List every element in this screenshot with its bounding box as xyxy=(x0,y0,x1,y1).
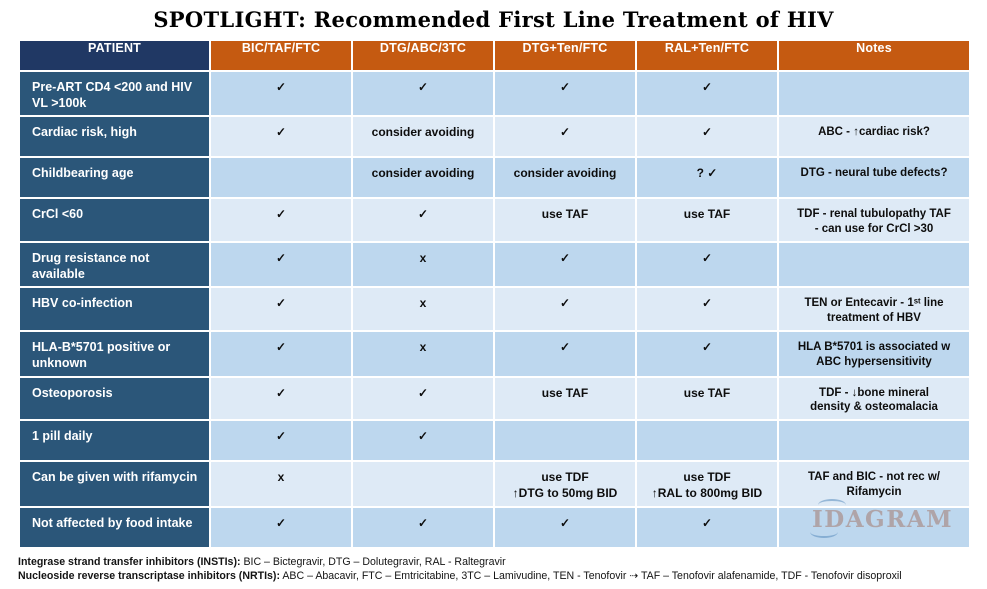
patient-label: Osteoporosis xyxy=(18,375,211,422)
column-header-ral-ten-ftc: RAL+Ten/FTC xyxy=(635,39,779,72)
notes-cell: TDF - ↓bone mineral density & osteomalac… xyxy=(777,375,971,422)
regimen-cell: use TAF xyxy=(493,197,637,244)
regimen-cell: ✓ xyxy=(209,505,353,549)
patient-label: 1 pill daily xyxy=(18,419,211,463)
regimen-cell: ✓ xyxy=(635,286,779,333)
regimen-cell: ✓ xyxy=(209,286,353,333)
regimen-cell: ✓ xyxy=(209,419,353,463)
notes-cell xyxy=(777,241,971,289)
patient-label: Drug resistance not available xyxy=(18,241,211,289)
regimen-cell: ✓ xyxy=(209,197,353,244)
regimen-cell: ✓ xyxy=(351,505,495,549)
regimen-cell: use TDF ↑DTG to 50mg BID xyxy=(493,460,637,508)
regimen-cell xyxy=(209,156,353,200)
treatment-table: PATIENT BIC/TAF/FTC DTG/ABC/3TC DTG+Ten/FTC… xyxy=(18,39,971,549)
patient-label: Cardiac risk, high xyxy=(18,115,211,159)
column-header-patient: PATIENT xyxy=(18,39,211,72)
regimen-cell: ✓ xyxy=(635,69,779,118)
regimen-cell: ✓ xyxy=(635,241,779,289)
footnote-instis-label: Integrase strand transfer inhibitors (IN… xyxy=(18,555,241,568)
regimen-cell xyxy=(493,419,637,463)
patient-label: Can be given with rifamycin xyxy=(18,460,211,508)
table-row: Cardiac risk, high ✓ consider avoiding ✓ ✓ AB… xyxy=(18,115,971,159)
column-header-bic-taf-ftc: BIC/TAF/FTC xyxy=(209,39,353,72)
regimen-cell xyxy=(635,419,779,463)
table-row: Not affected by food intake ✓ ✓ ✓ ✓ xyxy=(18,505,971,549)
notes-cell: DTG - neural tube defects? xyxy=(777,156,971,200)
regimen-cell: ✓ xyxy=(635,505,779,549)
regimen-cell: use TAF xyxy=(635,197,779,244)
regimen-cell: ✓ xyxy=(493,330,637,378)
notes-cell: TEN or Entecavir - 1ˢᵗ line treatment of… xyxy=(777,286,971,333)
regimen-cell: x xyxy=(351,241,495,289)
regimen-cell: ✓ xyxy=(493,505,637,549)
regimen-cell: x xyxy=(351,330,495,378)
patient-label: CrCl <60 xyxy=(18,197,211,244)
notes-cell: HLA B*5701 is associated w ABC hypersens… xyxy=(777,330,971,378)
regimen-cell: ✓ xyxy=(351,419,495,463)
regimen-cell: ✓ xyxy=(493,241,637,289)
regimen-cell: ✓ xyxy=(493,115,637,159)
table-row: 1 pill daily ✓ ✓ xyxy=(18,419,971,463)
regimen-cell: ✓ xyxy=(209,69,353,118)
regimen-cell: x xyxy=(351,286,495,333)
table-row: Can be given with rifamycin x use TDF ↑DTG… xyxy=(18,460,971,508)
watermark-arc-top-icon xyxy=(818,499,846,511)
patient-label: Childbearing age xyxy=(18,156,211,200)
regimen-cell: use TDF ↑RAL to 800mg BID xyxy=(635,460,779,508)
notes-cell xyxy=(777,505,971,549)
notes-cell xyxy=(777,69,971,118)
column-header-dtg-abc-3tc: DTG/ABC/3TC xyxy=(351,39,495,72)
regimen-cell: ✓ xyxy=(209,241,353,289)
regimen-cell: ✓ xyxy=(493,69,637,118)
notes-cell: TAF and BIC - not rec w/ Rifamycin xyxy=(777,460,971,508)
regimen-cell: ✓ xyxy=(493,286,637,333)
footnote-instis-text: BIC – Bictegravir, DTG – Dolutegravir, R… xyxy=(240,555,506,568)
regimen-cell: x xyxy=(209,460,353,508)
idagram-watermark-logo: IDAGRAM xyxy=(810,499,953,538)
footnote-instis: Integrase strand transfer inhibitors (IN… xyxy=(18,555,969,570)
table-row: Childbearing age consider avoiding conside… xyxy=(18,156,971,200)
regimen-cell: use TAF xyxy=(635,375,779,422)
table-row: HBV co-infection ✓ x ✓ ✓ TEN or Entecavir - 1… xyxy=(18,286,971,333)
regimen-cell: consider avoiding xyxy=(493,156,637,200)
page-title: SPOTLIGHT: Recommended First Line Treatm… xyxy=(153,7,834,32)
regimen-cell: ✓ xyxy=(351,69,495,118)
regimen-cell: ✓ xyxy=(209,330,353,378)
regimen-cell: ✓ xyxy=(635,115,779,159)
regimen-cell: ? ✓ xyxy=(635,156,779,200)
table-row: Pre-ART CD4 <200 and HIV VL >100k ✓ ✓ ✓ ✓ xyxy=(18,69,971,118)
regimen-cell: ✓ xyxy=(351,197,495,244)
regimen-cell: ✓ xyxy=(209,115,353,159)
table-row: HLA-B*5701 positive or unknown ✓ x ✓ ✓ HLA B*… xyxy=(18,330,971,378)
patient-label: HBV co-infection xyxy=(18,286,211,333)
table-row: Drug resistance not available ✓ x ✓ ✓ xyxy=(18,241,971,289)
footnotes: Integrase strand transfer inhibitors (IN… xyxy=(18,555,969,584)
table-row: CrCl <60 ✓ ✓ use TAF use TAF TDF - renal tubu… xyxy=(18,197,971,244)
notes-cell: TDF - renal tubulopathy TAF - can use fo… xyxy=(777,197,971,244)
patient-label: HLA-B*5701 positive or unknown xyxy=(18,330,211,378)
notes-cell xyxy=(777,419,971,463)
table-row: Osteoporosis ✓ ✓ use TAF use TAF TDF - ↓bone … xyxy=(18,375,971,422)
notes-cell: ABC - ↑cardiac risk? xyxy=(777,115,971,159)
regimen-cell: ✓ xyxy=(209,375,353,422)
regimen-cell: use TAF xyxy=(493,375,637,422)
regimen-cell xyxy=(351,460,495,508)
regimen-cell: consider avoiding xyxy=(351,115,495,159)
column-header-notes: Notes xyxy=(777,39,971,72)
footnote-nrtis-text: ABC – Abacavir, FTC – Emtricitabine, 3TC… xyxy=(279,570,902,583)
column-header-dtg-ten-ftc: DTG+Ten/FTC xyxy=(493,39,637,72)
footnote-nrtis: Nucleoside reverse transcriptase inhibit… xyxy=(18,569,969,584)
patient-label: Not affected by food intake xyxy=(18,505,211,549)
regimen-cell: ✓ xyxy=(635,330,779,378)
watermark-arc-bottom-icon xyxy=(810,526,838,538)
footnote-nrtis-label: Nucleoside reverse transcriptase inhibit… xyxy=(18,570,280,583)
patient-label: Pre-ART CD4 <200 and HIV VL >100k xyxy=(18,69,211,118)
regimen-cell: ✓ xyxy=(351,375,495,422)
table-header-row: PATIENT BIC/TAF/FTC DTG/ABC/3TC DTG+Ten/FTC… xyxy=(18,39,971,72)
regimen-cell: consider avoiding xyxy=(351,156,495,200)
